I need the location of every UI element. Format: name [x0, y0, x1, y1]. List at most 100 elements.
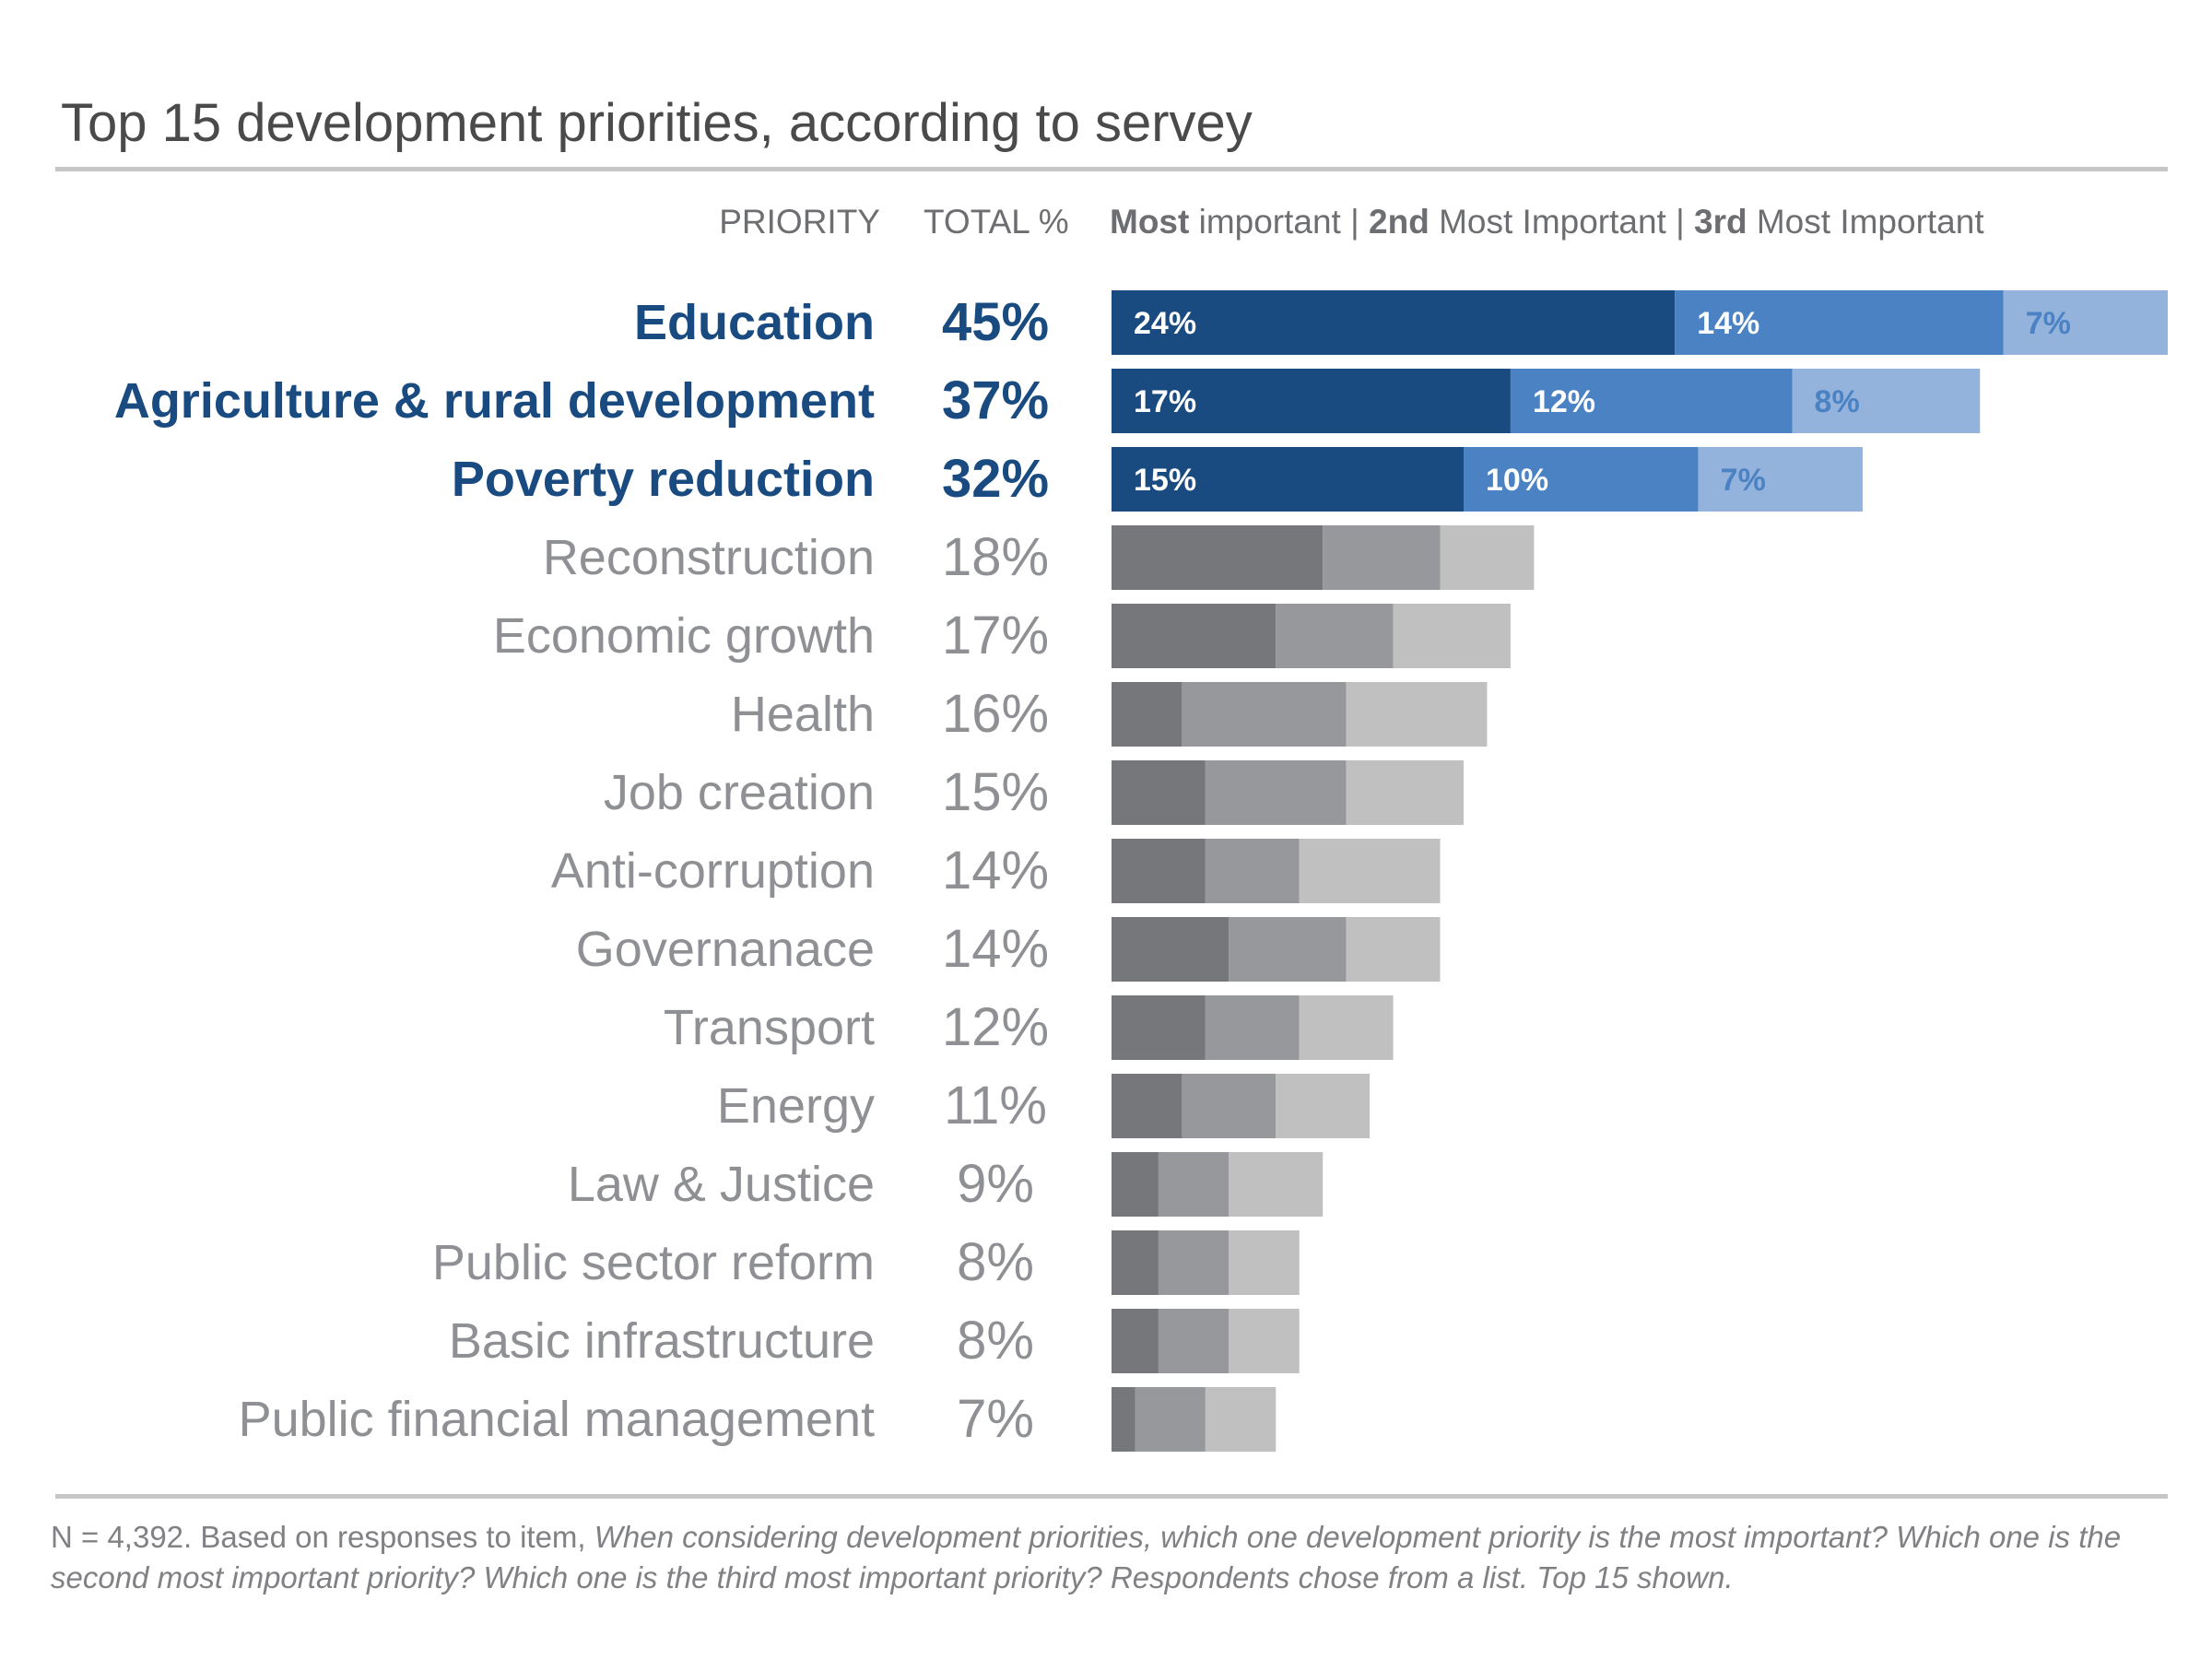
bar-segment-2 — [1205, 760, 1347, 825]
footnote: N = 4,392. Based on responses to item, W… — [51, 1517, 2171, 1598]
chart-title: Top 15 development priorities, according… — [61, 93, 1253, 153]
bar-segment-1 — [1112, 839, 1206, 903]
legend-3rd-rest: Most Important — [1747, 203, 1984, 241]
category-label: Anti-corruption — [550, 843, 875, 899]
total-value: 45% — [941, 292, 1050, 352]
category-label: Governanace — [575, 922, 875, 977]
bar-segment-2 — [1135, 1387, 1206, 1452]
bar-segment-2 — [1323, 525, 1441, 590]
segment-value-label: 15% — [1134, 463, 1196, 498]
segment-value-label: 12% — [1533, 384, 1595, 419]
bar-segment-1 — [1112, 760, 1206, 825]
segment-value-label: 8% — [1815, 384, 1860, 419]
bar-segment-1 — [1112, 369, 1511, 433]
category-label: Public financial management — [238, 1392, 875, 1447]
bar-segment-2 — [1182, 682, 1347, 747]
total-value: 18% — [941, 527, 1050, 587]
segment-value-label: 24% — [1134, 306, 1196, 341]
legend-3rd-bold: 3rd — [1694, 203, 1747, 241]
bar-segment-3 — [1792, 369, 1981, 433]
legend-2nd-bold: 2nd — [1369, 203, 1430, 241]
category-label: Education — [633, 295, 875, 350]
priority-column-header: PRIORITY — [719, 203, 880, 241]
bar-segment-1 — [1112, 604, 1277, 668]
bar-segment-2 — [1182, 1074, 1277, 1138]
title-divider — [55, 167, 2168, 171]
total-value: 7% — [957, 1389, 1034, 1449]
total-value: 8% — [957, 1311, 1034, 1371]
category-label: Transport — [663, 1000, 875, 1055]
total-column-header: TOTAL % — [924, 203, 1069, 241]
total-value: 9% — [957, 1154, 1034, 1214]
bar-segment-1 — [1112, 1387, 1135, 1452]
bar-segment-3 — [1346, 682, 1488, 747]
total-value: 14% — [941, 841, 1050, 900]
total-value: 14% — [941, 919, 1050, 979]
total-value: 8% — [957, 1232, 1034, 1292]
category-label: Economic growth — [492, 608, 875, 664]
legend-header: Most important | 2nd Most Important | 3r… — [1110, 203, 1984, 241]
segment-value-label: 10% — [1486, 463, 1548, 498]
bar-segment-3 — [2003, 290, 2168, 355]
bar-segment-2 — [1158, 1152, 1230, 1217]
bar-segment-2 — [1675, 290, 2004, 355]
bar-segment-2 — [1276, 604, 1394, 668]
category-label: Health — [730, 687, 875, 742]
bar-segment-3 — [1276, 1074, 1371, 1138]
legend-most-rest: important | — [1189, 203, 1370, 241]
bar-segment-2 — [1464, 447, 1699, 512]
bar-segment-2 — [1158, 1230, 1230, 1295]
segment-value-label: 7% — [2026, 306, 2071, 341]
bar-segment-3 — [1229, 1152, 1324, 1217]
category-label: Agriculture & rural development — [113, 373, 875, 429]
total-value: 37% — [941, 371, 1050, 430]
bar-segment-1 — [1112, 290, 1676, 355]
bar-segment-1 — [1112, 447, 1464, 512]
total-value: 15% — [941, 762, 1050, 822]
bar-segment-1 — [1112, 1309, 1159, 1373]
category-label: Reconstruction — [542, 530, 875, 585]
bar-segment-3 — [1205, 1387, 1277, 1452]
bar-segment-1 — [1112, 1152, 1159, 1217]
bar-segment-3 — [1393, 604, 1511, 668]
category-label: Law & Justice — [567, 1157, 875, 1212]
bar-segment-2 — [1229, 917, 1347, 982]
bar-segment-3 — [1346, 917, 1441, 982]
bar-segment-2 — [1205, 995, 1300, 1060]
bar-segment-3 — [1229, 1309, 1300, 1373]
segment-value-label: 7% — [1721, 463, 1766, 498]
footnote-plain: N = 4,392. Based on responses to item, — [51, 1520, 594, 1554]
total-value: 16% — [941, 684, 1050, 744]
total-value: 32% — [941, 449, 1050, 509]
segment-value-label: 14% — [1697, 306, 1759, 341]
bar-segment-1 — [1112, 995, 1206, 1060]
segment-value-label: 17% — [1134, 384, 1196, 419]
category-label: Energy — [716, 1078, 875, 1134]
bar-segment-3 — [1698, 447, 1863, 512]
total-value: 11% — [944, 1076, 1047, 1135]
total-value: 17% — [941, 606, 1050, 665]
bar-segment-1 — [1112, 1230, 1159, 1295]
legend-2nd-rest: Most Important | — [1429, 203, 1694, 241]
bar-segment-2 — [1158, 1309, 1230, 1373]
bar-segment-3 — [1299, 839, 1441, 903]
category-label: Public sector reform — [431, 1235, 875, 1290]
total-value: 12% — [941, 997, 1050, 1057]
bar-segment-1 — [1112, 525, 1324, 590]
bar-segment-1 — [1112, 917, 1230, 982]
bar-segment-2 — [1205, 839, 1300, 903]
bar-segment-3 — [1440, 525, 1535, 590]
bar-segment-3 — [1299, 995, 1394, 1060]
footer-divider — [55, 1494, 2168, 1499]
category-label: Basic infrastructure — [448, 1313, 875, 1369]
bar-segment-2 — [1510, 369, 1793, 433]
bar-segment-1 — [1112, 1074, 1182, 1138]
footnote-question: When considering development priorities,… — [51, 1520, 2122, 1594]
category-label: Job creation — [603, 765, 875, 820]
bar-segment-1 — [1112, 682, 1182, 747]
legend-most-bold: Most — [1110, 203, 1190, 241]
category-label: Poverty reduction — [451, 452, 875, 507]
bar-segment-3 — [1229, 1230, 1300, 1295]
bar-segment-3 — [1346, 760, 1464, 825]
